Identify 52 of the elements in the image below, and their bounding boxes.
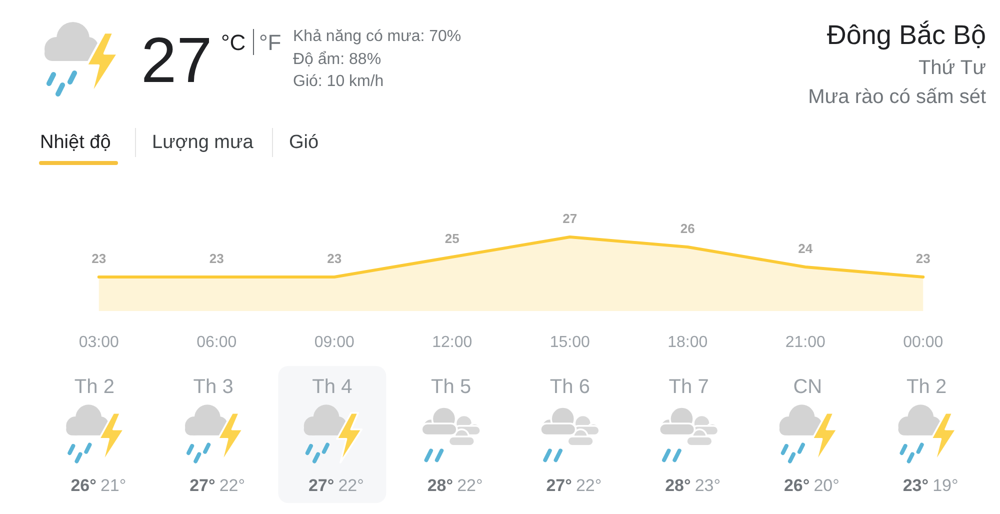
text: °F [259, 30, 282, 55]
text: Gió [289, 132, 319, 153]
data-label: 23 [92, 251, 106, 266]
annotation: 22° [457, 476, 483, 495]
category-label: Th 2 [906, 376, 947, 398]
text: Lượng mưa [152, 132, 254, 153]
data-label: 23 [916, 251, 930, 266]
annotation: 28° [427, 476, 454, 495]
annotation: 23° [694, 476, 721, 495]
text: Đông Bắc Bộ [826, 20, 986, 50]
text: Thứ Tư [918, 57, 986, 79]
annotation: 22° [576, 476, 602, 495]
annotation: 28° [665, 476, 692, 495]
category-label: Th 2 [74, 376, 114, 398]
annotation: 27° [546, 476, 572, 495]
annotation: 27° [190, 476, 216, 495]
data-label: 25 [444, 231, 460, 246]
category-label: Th 5 [431, 376, 472, 398]
data-label: 23 [209, 251, 224, 266]
text: Độ ẩm: 88% [293, 51, 382, 68]
annotation: 22° [219, 476, 246, 495]
x-tick-label: 06:00 [196, 334, 237, 351]
category-label: Th 3 [193, 376, 234, 398]
annotation: 23° [902, 476, 929, 495]
annotation: 21° [100, 476, 126, 495]
data-label: 24 [798, 241, 814, 256]
x-tick-label: 12:00 [432, 334, 472, 351]
x-tick-label: 15:00 [550, 334, 590, 351]
category-label: Th 6 [550, 376, 590, 398]
data-label: 27 [562, 211, 578, 226]
category-label: Th 4 [312, 376, 352, 398]
annotation: 19° [932, 476, 958, 495]
category-label: Th 7 [668, 376, 709, 398]
x-tick-label: 21:00 [785, 334, 826, 351]
x-tick-label: 09:00 [314, 334, 354, 351]
annotation: 27° [308, 476, 334, 495]
category-label: CN [793, 376, 822, 398]
data-label: 23 [327, 251, 342, 266]
annotation: 20° [814, 476, 840, 495]
text: Khả năng có mưa: 70% [293, 28, 462, 45]
annotation: 26° [784, 476, 810, 495]
text: Mưa rào có sấm sét [808, 86, 986, 108]
data-label: 26 [680, 221, 695, 236]
text: Gió: 10 km/h [293, 73, 384, 90]
annotation: 26° [70, 476, 97, 495]
x-tick-label: 03:00 [78, 334, 119, 351]
text: 27 [141, 24, 212, 96]
text: °C [221, 30, 246, 55]
x-tick-label: 18:00 [668, 334, 708, 351]
annotation: 22° [338, 476, 364, 495]
text: Nhiệt độ [40, 132, 111, 153]
x-tick-label: 00:00 [903, 334, 944, 351]
